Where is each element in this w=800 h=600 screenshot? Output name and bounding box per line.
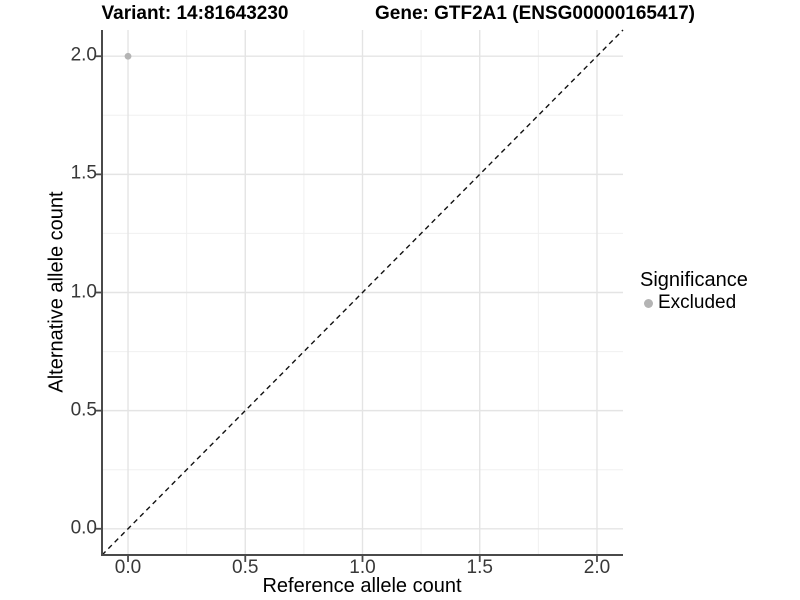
plot-title-variant: Variant: 14:81643230: [101, 3, 289, 24]
x-axis-title: Reference allele count: [262, 575, 462, 597]
legend: Significance Excluded: [640, 269, 748, 314]
data-point: [124, 52, 132, 60]
legend-entries: Excluded: [640, 292, 748, 314]
legend-entry: Excluded: [640, 292, 748, 314]
identity-line: [101, 29, 624, 556]
plot-title-gene: Gene: GTF2A1 (ENSG00000165417): [375, 3, 695, 24]
y-axis-title: Alternative allele count: [45, 191, 68, 393]
legend-entry-label: Excluded: [658, 292, 737, 313]
legend-title: Significance: [640, 269, 748, 291]
legend-key-point-icon: [644, 298, 653, 308]
